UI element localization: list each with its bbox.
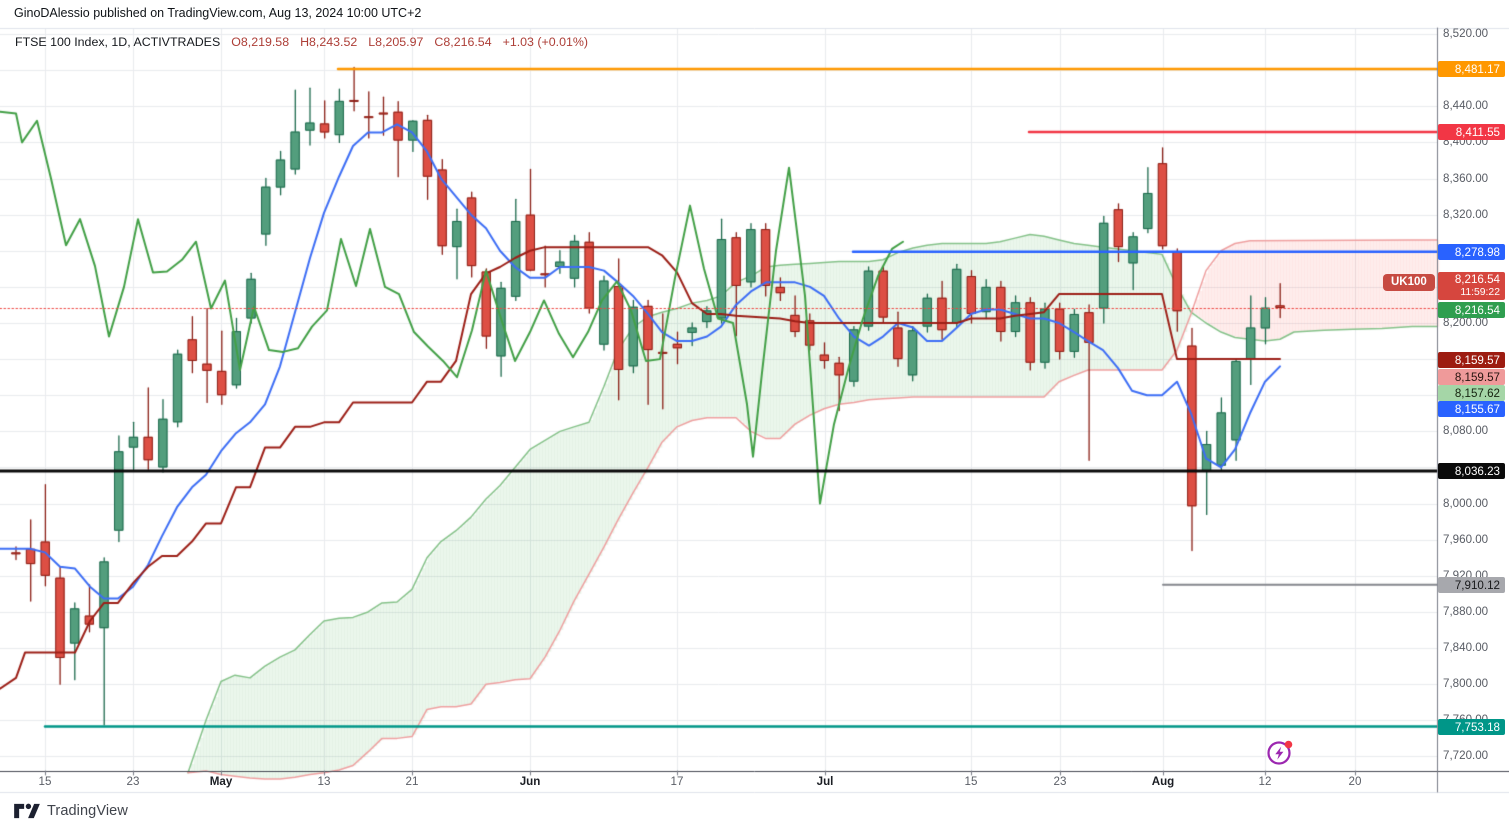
price-level-badge: 8,481.17 <box>1438 61 1505 77</box>
x-axis-tick-label: 13 <box>317 775 331 788</box>
price-level-badge: 8,278.98 <box>1438 244 1505 260</box>
footer-brand: TradingView <box>14 801 128 821</box>
x-axis-tick-label: May <box>209 775 233 788</box>
indicator-value-badge: 8,157.62 <box>1438 385 1505 401</box>
indicator-value-badge: 8,155.67 <box>1438 401 1505 417</box>
y-axis-tick-label: 8,000.00 <box>1443 496 1489 510</box>
x-axis-tick-label: 23 <box>126 775 140 788</box>
indicator-value-badge: 8,216.54 <box>1438 302 1505 318</box>
y-axis-tick-label: 7,800.00 <box>1443 677 1489 691</box>
indicator-value-badge: 8,159.57 <box>1438 369 1505 385</box>
ohlc-change: +1.03 (+0.01%) <box>502 35 589 49</box>
symbol-title: FTSE 100 Index, 1D, ACTIVTRADES <box>15 35 221 49</box>
ohlc-low: L8,205.97 <box>368 35 424 49</box>
y-axis-tick-label: 8,200.00 <box>1443 316 1489 329</box>
ohlc-high: H8,243.52 <box>300 35 358 49</box>
indicator-value-badge: 8,159.57 <box>1438 352 1505 368</box>
last-price-badge: 8,216.54 11:59:22 <box>1438 272 1505 300</box>
y-axis-tick-label: 8,360.00 <box>1443 171 1489 185</box>
x-axis-tick-label: 17 <box>670 775 684 788</box>
x-axis-tick-label: 12 <box>1258 775 1272 788</box>
brand-name: TradingView <box>47 803 128 819</box>
lightning-bolt-glyph <box>1275 746 1284 760</box>
y-axis-tick-label: 7,960.00 <box>1443 532 1489 546</box>
instrument-symbol-badge: UK100 <box>1383 274 1435 291</box>
y-axis-tick-label: 7,840.00 <box>1443 641 1489 655</box>
y-axis-tick-label: 8,320.00 <box>1443 207 1489 221</box>
tradingview-logo-icon <box>14 803 40 819</box>
y-axis-tick-label: 8,440.00 <box>1443 99 1489 113</box>
notification-dot <box>1284 740 1293 749</box>
last-price-value: 8,216.54 <box>1454 273 1500 286</box>
price-level-badge: 8,036.23 <box>1438 463 1505 479</box>
x-axis-tick-label: 15 <box>38 775 52 788</box>
ohlc-close: C8,216.54 <box>434 35 492 49</box>
price-level-badge: 7,910.12 <box>1438 577 1505 593</box>
x-axis-tick-label: Jun <box>519 775 541 788</box>
bar-countdown: 11:59:22 <box>1460 287 1500 298</box>
x-axis-tick-label: 20 <box>1348 775 1362 788</box>
symbol-legend[interactable]: FTSE 100 Index, 1D, ACTIVTRADES O8,219.5… <box>15 35 588 49</box>
ohlc-open: O8,219.58 <box>231 35 290 49</box>
lightning-idea-icon[interactable] <box>1265 738 1295 768</box>
y-axis-tick-label: 7,880.00 <box>1443 604 1489 618</box>
x-axis-tick-label: Aug <box>1151 775 1175 788</box>
x-axis-tick-label: Jul <box>816 775 834 788</box>
y-axis-tick-label: 8,520.00 <box>1443 27 1489 41</box>
price-level-badge: 7,753.18 <box>1438 719 1505 735</box>
x-axis-tick-label: 15 <box>964 775 978 788</box>
y-axis-tick-label: 7,720.00 <box>1443 749 1489 763</box>
y-axis-tick-label: 8,080.00 <box>1443 424 1489 438</box>
price-level-badge: 8,411.55 <box>1438 124 1505 140</box>
x-axis-tick-label: 21 <box>405 775 419 788</box>
x-axis-tick-label: 23 <box>1053 775 1067 788</box>
attribution-text: GinoDAlessio published on TradingView.co… <box>14 6 422 20</box>
